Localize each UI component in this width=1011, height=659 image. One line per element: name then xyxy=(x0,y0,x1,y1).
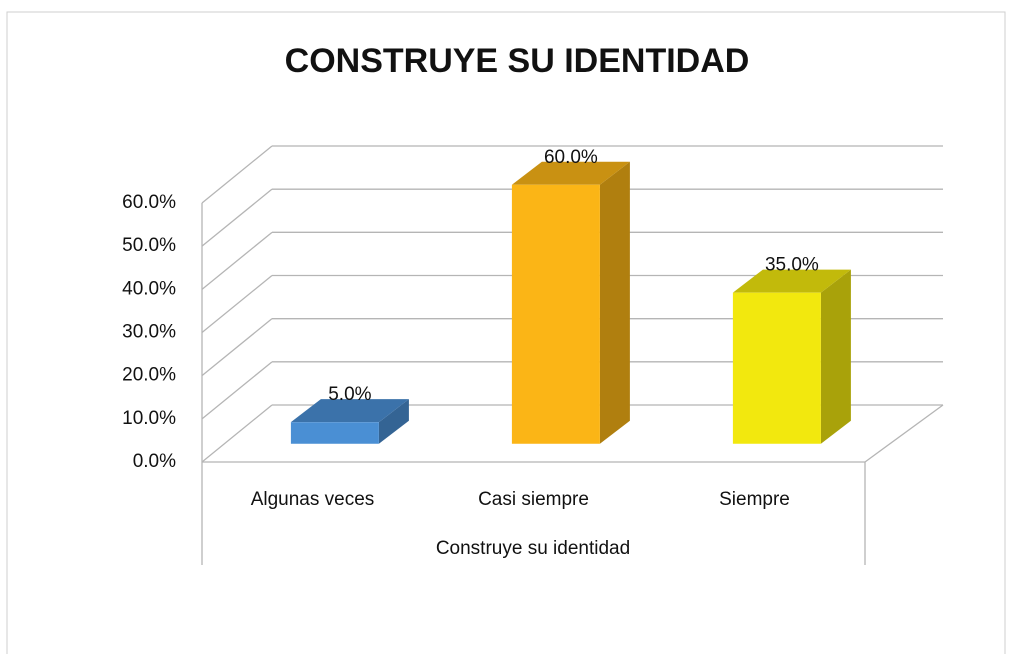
grid-line xyxy=(201,188,273,247)
y-tick-label: 10.0% xyxy=(122,408,176,429)
x-axis-title: Construye su identidad xyxy=(436,538,630,559)
bar xyxy=(290,422,379,444)
y-tick-label: 60.0% xyxy=(122,192,176,213)
y-tick-label: 50.0% xyxy=(122,235,176,256)
grid-line xyxy=(201,361,273,420)
bar-side xyxy=(599,161,630,444)
bar xyxy=(732,292,821,444)
bar-side xyxy=(820,269,851,444)
y-tick-label: 30.0% xyxy=(122,322,176,343)
data-label: 35.0% xyxy=(765,255,819,276)
grid-line xyxy=(201,274,273,334)
x-tick-label: Algunas veces xyxy=(251,489,375,510)
bar xyxy=(511,184,600,444)
bar-top xyxy=(290,399,409,423)
chart-title: CONSTRUYE SU IDENTIDAD xyxy=(285,42,750,80)
floor-edge xyxy=(864,404,944,463)
y-tick-label: 40.0% xyxy=(122,278,176,299)
grid-line xyxy=(201,145,273,204)
x-tick-label: Casi siempre xyxy=(478,489,589,510)
data-label: 60.0% xyxy=(544,147,598,168)
bar-top xyxy=(511,161,630,185)
y-tick-label: 0.0% xyxy=(133,451,176,472)
grid-line xyxy=(201,404,273,463)
data-label: 5.0% xyxy=(328,384,371,405)
y-tick-label: 20.0% xyxy=(122,365,176,386)
grid-line xyxy=(201,231,273,290)
bar-top xyxy=(732,269,851,293)
grid-line xyxy=(201,318,273,377)
bar-side xyxy=(378,399,409,444)
x-tick-label: Siempre xyxy=(719,489,790,510)
